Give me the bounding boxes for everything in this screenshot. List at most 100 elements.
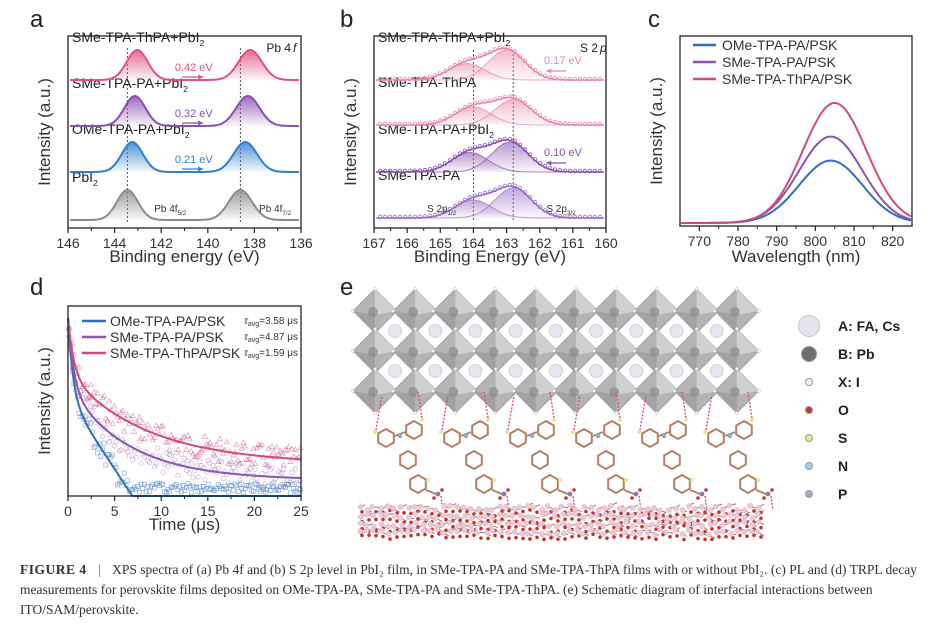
indium-atom xyxy=(467,505,474,512)
series-line-2 xyxy=(70,94,299,127)
indium-atom xyxy=(539,506,546,513)
indium-atom xyxy=(686,503,692,509)
data-point-triangle xyxy=(149,435,156,442)
data-point-triangle xyxy=(183,446,190,452)
panel-label-c: c xyxy=(648,6,660,33)
pb-atom xyxy=(729,387,740,397)
indium-atom xyxy=(621,506,627,513)
data-point-triangle xyxy=(285,443,292,449)
iodine-atom xyxy=(592,309,597,313)
data-point-triangle xyxy=(205,441,212,448)
oxygen-atom xyxy=(374,533,378,538)
data-point-triangle xyxy=(91,388,98,395)
data-point-square xyxy=(95,450,100,456)
indium-atom xyxy=(698,512,704,519)
legend-swatch xyxy=(798,462,820,470)
bond xyxy=(491,489,503,495)
indium-atom xyxy=(369,527,376,534)
iodine-atom xyxy=(471,349,476,353)
indium-atom xyxy=(397,504,404,510)
oxygen-atom xyxy=(612,535,616,539)
indium-atom xyxy=(531,528,538,535)
iodine-atom xyxy=(431,309,436,313)
pb-atom xyxy=(609,347,620,357)
oxygen-atom xyxy=(444,517,448,522)
iodine-atom xyxy=(757,309,761,313)
data-point xyxy=(412,121,418,127)
data-point-triangle xyxy=(257,442,264,449)
interaction-line xyxy=(704,495,708,511)
oxygen-atom xyxy=(381,534,385,539)
indium-atom xyxy=(502,512,509,519)
indium-atom xyxy=(649,521,655,528)
indium-atom xyxy=(600,531,606,537)
iodine-atom xyxy=(735,367,739,371)
data-point-triangle xyxy=(186,435,193,442)
oxygen-atom xyxy=(605,517,609,521)
envelope-line xyxy=(376,185,604,219)
indium-atom xyxy=(446,519,452,526)
data-point xyxy=(402,76,408,82)
data-point xyxy=(402,214,408,220)
indium-atom xyxy=(511,505,518,512)
sulfur-atom xyxy=(684,418,688,422)
indium-atom xyxy=(719,522,726,528)
data-point-triangle xyxy=(233,441,240,447)
data-point xyxy=(392,214,398,220)
indium-atom xyxy=(706,515,712,521)
chart-c-ylabel: Intensity (a.u.) xyxy=(647,77,666,185)
iodine-atom xyxy=(735,327,739,331)
a-site-cation xyxy=(428,324,443,338)
indium-atom xyxy=(406,514,412,521)
oxygen-atom xyxy=(675,520,679,525)
indium-atom xyxy=(489,514,496,520)
data-point-circle xyxy=(202,477,208,483)
pb-atom xyxy=(569,387,579,397)
data-point-square xyxy=(137,489,142,495)
data-point-triangle xyxy=(151,434,158,440)
data-point-circle xyxy=(113,439,119,445)
data-point xyxy=(562,76,568,81)
data-point-square xyxy=(234,483,240,489)
indium-atom xyxy=(741,518,748,525)
chart-b-xtick-label: 166 xyxy=(395,235,419,251)
data-point-circle xyxy=(86,399,92,405)
octahedron-face xyxy=(576,289,598,315)
data-point-circle xyxy=(167,451,173,458)
data-point-circle xyxy=(252,466,258,472)
sulfur-atom xyxy=(552,418,556,422)
data-point-triangle xyxy=(287,458,294,464)
legend-item: N xyxy=(798,452,900,480)
indium-atom xyxy=(642,510,648,517)
oxygen-atom xyxy=(528,508,532,512)
indium-atom xyxy=(406,523,413,530)
indium-atom xyxy=(637,512,643,519)
sam-molecule xyxy=(571,391,642,511)
oxygen-atom xyxy=(528,537,532,541)
data-point-circle xyxy=(198,463,205,469)
oxygen-atom xyxy=(500,524,504,529)
legend-label: SMe-TPA-ThPA/PSK xyxy=(722,71,853,87)
data-point xyxy=(382,121,388,127)
oxygen-atom xyxy=(682,523,686,528)
data-point-triangle xyxy=(75,364,83,370)
iodine-atom xyxy=(614,411,619,415)
indium-atom xyxy=(453,513,460,520)
indium-atom xyxy=(413,520,419,526)
data-point-triangle xyxy=(270,448,277,455)
a-site-cation xyxy=(669,364,684,378)
data-point-circle xyxy=(195,474,201,480)
data-point xyxy=(377,168,383,174)
data-point-circle xyxy=(125,449,131,455)
data-point-triangle xyxy=(168,431,175,438)
benzene-ring xyxy=(377,427,395,449)
legend-swatch xyxy=(798,378,820,386)
indium-atom xyxy=(720,506,726,512)
iodine-atom xyxy=(694,327,699,331)
indium-atom xyxy=(741,507,748,513)
data-point-square xyxy=(197,484,203,490)
iodine-atom xyxy=(373,367,377,371)
data-point-square xyxy=(103,462,109,468)
oxygen-atom xyxy=(521,509,525,514)
indium-atom xyxy=(566,511,573,517)
